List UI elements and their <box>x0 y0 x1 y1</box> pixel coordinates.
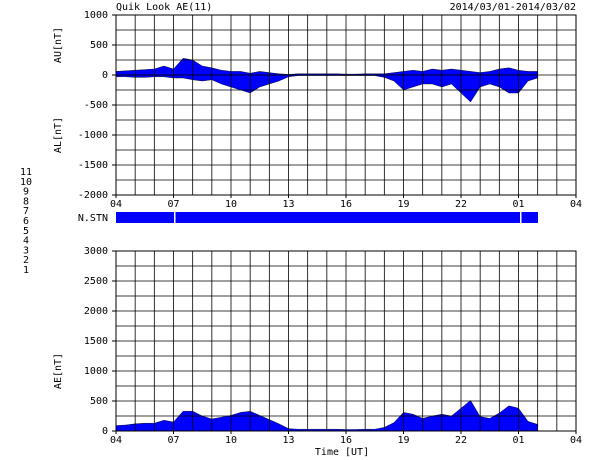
x-tick-label: 04 <box>570 199 582 210</box>
date-range: 2014/03/01-2014/03/02 <box>450 2 576 13</box>
x-tick-label: 01 <box>512 435 524 446</box>
x-tick-label: 13 <box>282 435 294 446</box>
y-tick-label: -2000 <box>78 190 108 201</box>
x-tick-label: 22 <box>455 435 467 446</box>
area <box>115 400 538 432</box>
station-label: 7 <box>23 206 29 217</box>
y-tick-label: 0 <box>102 70 108 81</box>
x-tick-label: 07 <box>167 435 179 446</box>
station-label: 6 <box>23 216 29 227</box>
y-tick-label: 1000 <box>84 366 108 377</box>
station-label: 8 <box>23 196 29 207</box>
y-tick-label: 2000 <box>84 306 108 317</box>
y-tick-label: 500 <box>90 40 108 51</box>
station-label: 4 <box>23 236 29 247</box>
y-axis-label: AL[nT] <box>53 117 64 153</box>
n-stn-gap <box>520 212 522 223</box>
title: Quik Look AE(11) <box>116 2 212 13</box>
x-tick-label: 01 <box>512 199 524 210</box>
x-tick-label: 04 <box>570 435 582 446</box>
x-tick-label: 07 <box>167 199 179 210</box>
y-tick-label: 3000 <box>84 246 108 257</box>
x-tick-label: 04 <box>110 199 122 210</box>
x-axis-label: Time [UT] <box>315 447 369 458</box>
station-label: 9 <box>23 187 29 198</box>
x-tick-label: 19 <box>397 435 409 446</box>
n-stn-label: N.STN <box>78 213 108 224</box>
x-tick-label: 19 <box>397 199 409 210</box>
x-tick-label: 22 <box>455 199 467 210</box>
station-label: 1 <box>23 265 29 276</box>
y-tick-label: 0 <box>102 426 108 437</box>
y-tick-label: 500 <box>90 396 108 407</box>
station-label: 5 <box>23 226 29 237</box>
y-tick-label: -1000 <box>78 130 108 141</box>
y-tick-label: 1000 <box>84 10 108 21</box>
x-tick-label: 10 <box>225 199 237 210</box>
y-tick-label: 1500 <box>84 336 108 347</box>
n-stn-bar <box>116 212 538 223</box>
y-axis-label: AE[nT] <box>53 353 64 389</box>
area <box>115 74 538 103</box>
x-tick-label: 04 <box>110 435 122 446</box>
x-tick-label: 10 <box>225 435 237 446</box>
y-tick-label: -1500 <box>78 160 108 171</box>
station-label: 3 <box>23 245 29 256</box>
x-tick-label: 16 <box>340 435 352 446</box>
y-axis-label: AU[nT] <box>53 27 64 63</box>
station-label: 11 <box>20 167 32 178</box>
station-label: 10 <box>20 177 32 188</box>
n-stn-gap <box>174 212 176 223</box>
y-tick-label: 2500 <box>84 276 108 287</box>
station-label: 2 <box>23 255 29 266</box>
y-tick-label: -500 <box>84 100 108 111</box>
x-tick-label: 16 <box>340 199 352 210</box>
x-tick-label: 13 <box>282 199 294 210</box>
